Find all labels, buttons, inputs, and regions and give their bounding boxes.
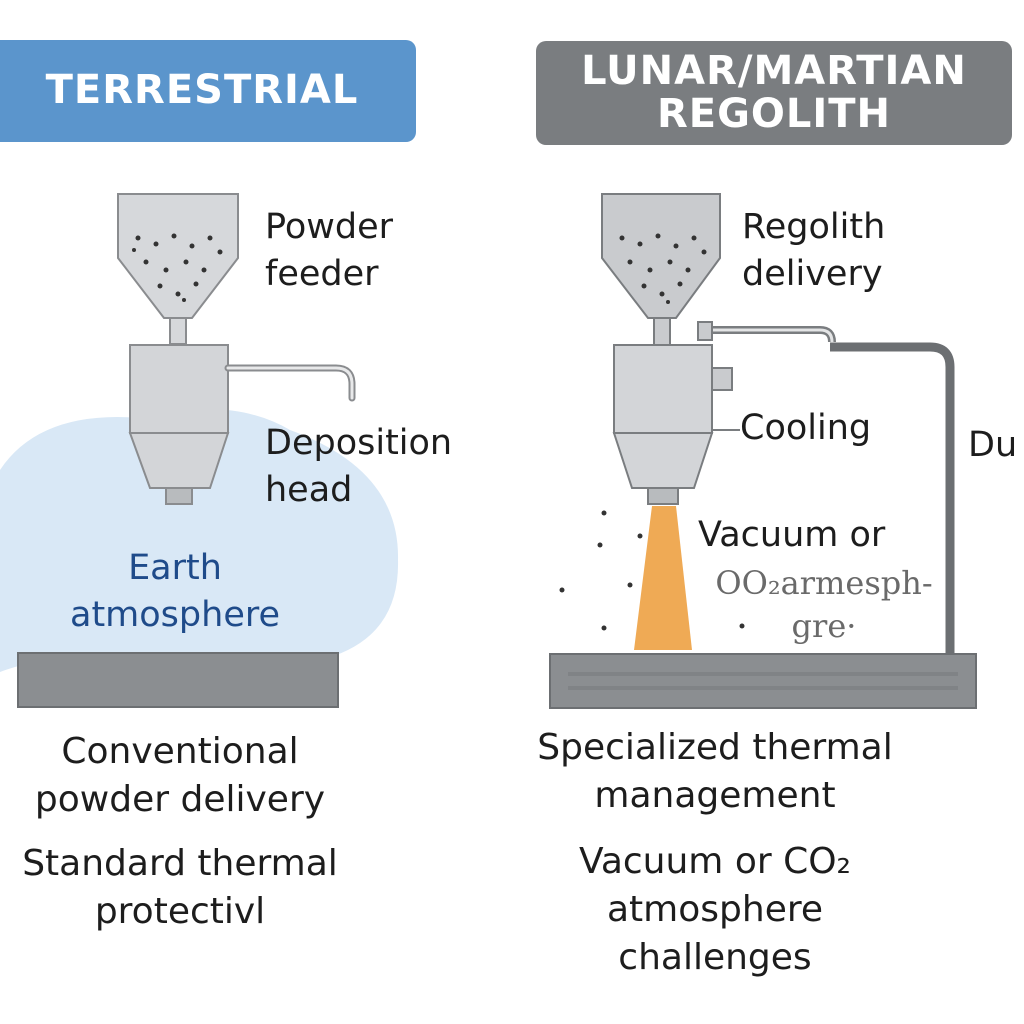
regolith-header: LUNAR/MARTIAN REGOLITH: [536, 41, 1012, 145]
cooling-label: Cooling: [740, 408, 872, 448]
vacuum-label: Vacuum or: [698, 515, 886, 555]
powder-feeder-label: Powder feeder: [265, 207, 394, 294]
regolith-particles: [559, 510, 745, 631]
duct-label: Du: [968, 425, 1018, 465]
duct-pipe: [830, 342, 955, 655]
earth-atmosphere-label: Earth atmosphere: [70, 548, 280, 635]
powder-feeder-icon: [117, 193, 239, 345]
deposition-head-label: Deposition head: [265, 423, 453, 510]
cooling-tube-icon: [697, 321, 836, 343]
terrestrial-caption-delivery: Conventional powder delivery: [34, 731, 326, 820]
deposition-head-icon: [128, 344, 356, 505]
terrestrial-substrate: [17, 652, 339, 708]
terrestrial-caption-thermal: Standard thermal protectivl: [22, 843, 338, 932]
regolith-deposition-head-icon: [612, 344, 740, 505]
earth-atmosphere-cloud: [0, 408, 399, 672]
regolith-delivery-label: Regolith delivery: [742, 207, 886, 294]
terrestrial-header: TERRESTRIAL: [0, 40, 416, 142]
regolith-substrate: [549, 653, 977, 709]
deposition-beam: [634, 506, 692, 650]
regolith-feeder-icon: [601, 193, 721, 347]
regolith-caption-atmosphere: Vacuum or CO₂ atmosphere challenges: [578, 841, 851, 978]
atmosphere-label: OO₂armesph- gre·: [715, 564, 933, 645]
regolith-caption-thermal: Specialized thermal management: [537, 727, 893, 816]
